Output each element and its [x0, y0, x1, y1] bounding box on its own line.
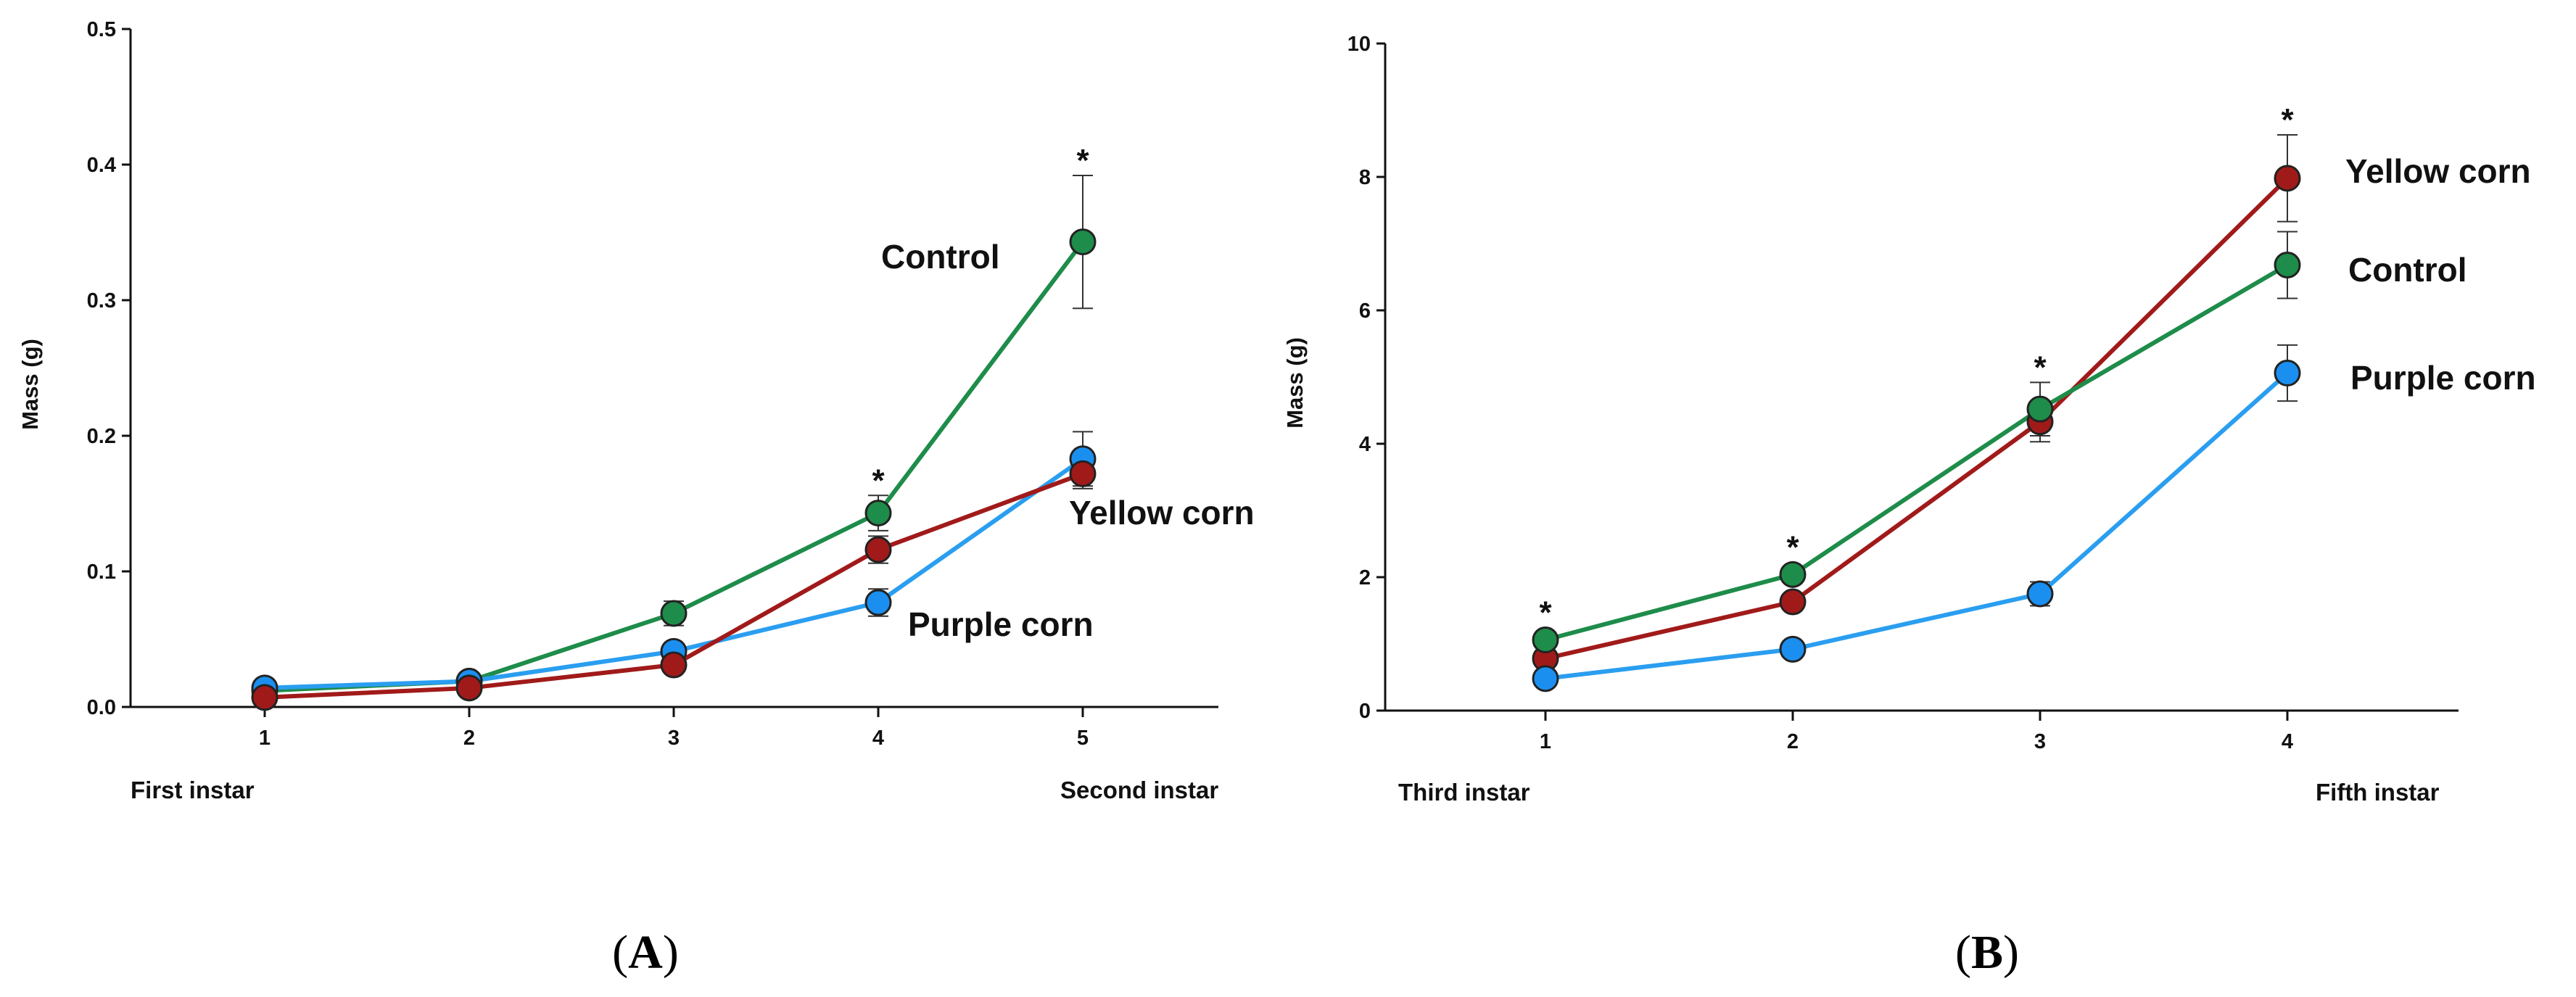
panel-a-x-tick-label-5: 5: [1077, 727, 1089, 750]
panel-a-y-tick-label-0-1: 0.1: [87, 560, 116, 584]
panel-b-yellow-corn-point-4: [2274, 165, 2301, 192]
panel-b-control-point-1: [1532, 626, 1559, 653]
panel-a-yellow-corn-point-3: [660, 651, 688, 679]
panel-b-y-axis-title: Mass (g): [1282, 337, 1308, 429]
panel-a-yellow-corn-point-2: [455, 674, 483, 702]
panel-b-y-tick-label-0: 0: [1359, 700, 1371, 723]
panel-b-control-point-4: [2274, 251, 2301, 278]
panel-a-control-point-5: [1069, 228, 1097, 256]
panel-b-control-line: [1545, 262, 2289, 642]
panel-a-control-point-4: [864, 500, 892, 527]
panel-b-control-point-2: [1779, 560, 1807, 588]
panel-b-start-stage-label: Third instar: [1398, 779, 1530, 806]
panel-b-control-point-3: [2026, 395, 2054, 423]
panel-a-start-stage-label: First instar: [131, 777, 255, 803]
panel-a-yellow-corn-point-4: [864, 536, 892, 563]
panel-b-x-tick-label-3: 3: [2034, 730, 2046, 753]
panel-b-x-tick-label-2: 2: [1787, 730, 1799, 753]
panel-a-series-label-purple-corn: Purple corn: [908, 605, 1094, 643]
panel-b-purple-corn-point-4: [2274, 359, 2301, 386]
panel-b-significance-star-1: *: [1539, 595, 1552, 630]
panel-a-significance-star-5: *: [1076, 143, 1089, 178]
panel-b-series-label-purple-corn: Purple corn: [2350, 359, 2536, 397]
panel-a-label: (A): [612, 926, 679, 979]
panel-b-label: (B): [1955, 926, 2019, 979]
panel-a-series-label-yellow-corn: Yellow corn: [1069, 494, 1255, 531]
panel-a-x-tick-label-2: 2: [463, 727, 475, 750]
panel-b-purple-corn-point-2: [1779, 635, 1807, 663]
panel-b-purple-corn-point-3: [2026, 580, 2054, 608]
panel-a-purple-corn-point-4: [864, 589, 892, 616]
panel-a-letter: A: [628, 926, 663, 979]
panel-b-end-stage-label: Fifth instar: [2316, 779, 2440, 806]
panel-b-series-label-control: Control: [2348, 251, 2467, 289]
panel-a-control-point-3: [660, 600, 688, 627]
panel-b-yellow-corn-point-2: [1779, 588, 1807, 616]
panel-a-labels: Mass (g) First instar Second instar Cont…: [17, 143, 1255, 979]
panel-a-y-axis-title: Mass (g): [17, 339, 43, 430]
panel-b-y-tick-label-2: 2: [1359, 566, 1371, 589]
panel-b-y-tick-label-6: 6: [1359, 299, 1371, 323]
panel-a-markers: [251, 228, 1097, 711]
panel-a-y-tick-label-0-3: 0.3: [87, 289, 116, 313]
panel-b-series-lines: [1545, 176, 2290, 681]
panel-a-end-stage-label: Second instar: [1060, 777, 1218, 803]
panel-a-yellow-corn-point-5: [1069, 460, 1097, 487]
panel-a-x-tick-label-1: 1: [259, 727, 271, 750]
panel-b-labels: Mass (g) Third instar Fifth instar Yello…: [1282, 102, 2536, 979]
panel-b-significance-star-4: *: [2281, 102, 2294, 138]
panel-a-chart: 0.0 0.1 0.2 0.3 0.4 0.5 1 2 3 4 5 Mass (g) First i…: [17, 18, 1255, 979]
panel-a-y-tick-label-0-2: 0.2: [87, 425, 116, 448]
panel-b-purple-corn-line: [1545, 371, 2289, 681]
panel-a-y-tick-label-0-0: 0.0: [87, 696, 116, 719]
panel-b-yellow-corn-line: [1545, 176, 2290, 661]
panel-a-axes: 0.0 0.1 0.2 0.3 0.4 0.5 1 2 3 4 5: [87, 18, 1218, 750]
panel-b-significance-star-3: *: [2034, 349, 2047, 385]
panel-b-series-label-yellow-corn: Yellow corn: [2345, 152, 2531, 190]
panel-b-x-tick-label-4: 4: [2282, 730, 2293, 753]
panel-a-y-tick-label-0-5: 0.5: [87, 18, 116, 41]
panel-b-x-tick-label-1: 1: [1540, 730, 1551, 753]
panel-a-yellow-corn-point-1: [251, 684, 278, 711]
panel-a-significance-star-4: *: [872, 463, 885, 498]
panel-a-x-tick-label-4: 4: [872, 727, 884, 750]
panel-b-markers: [1532, 165, 2301, 692]
panel-b-significance-star-2: *: [1786, 529, 1799, 565]
panel-b-letter: B: [1971, 926, 2003, 979]
panel-a-series-label-control: Control: [881, 238, 1000, 276]
panel-b-y-tick-label-10: 10: [1347, 33, 1371, 56]
panel-a-x-tick-label-3: 3: [668, 727, 680, 750]
panel-a-y-tick-label-0-4: 0.4: [87, 154, 116, 177]
panel-b-purple-corn-point-1: [1532, 665, 1559, 692]
panel-b-y-tick-label-8: 8: [1359, 166, 1371, 189]
panel-b-y-tick-label-4: 4: [1359, 433, 1371, 456]
